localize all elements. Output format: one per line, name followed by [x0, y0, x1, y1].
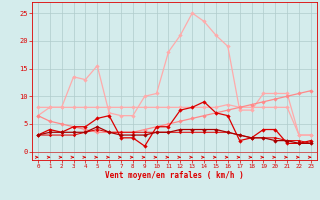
- X-axis label: Vent moyen/en rafales ( km/h ): Vent moyen/en rafales ( km/h ): [105, 171, 244, 180]
